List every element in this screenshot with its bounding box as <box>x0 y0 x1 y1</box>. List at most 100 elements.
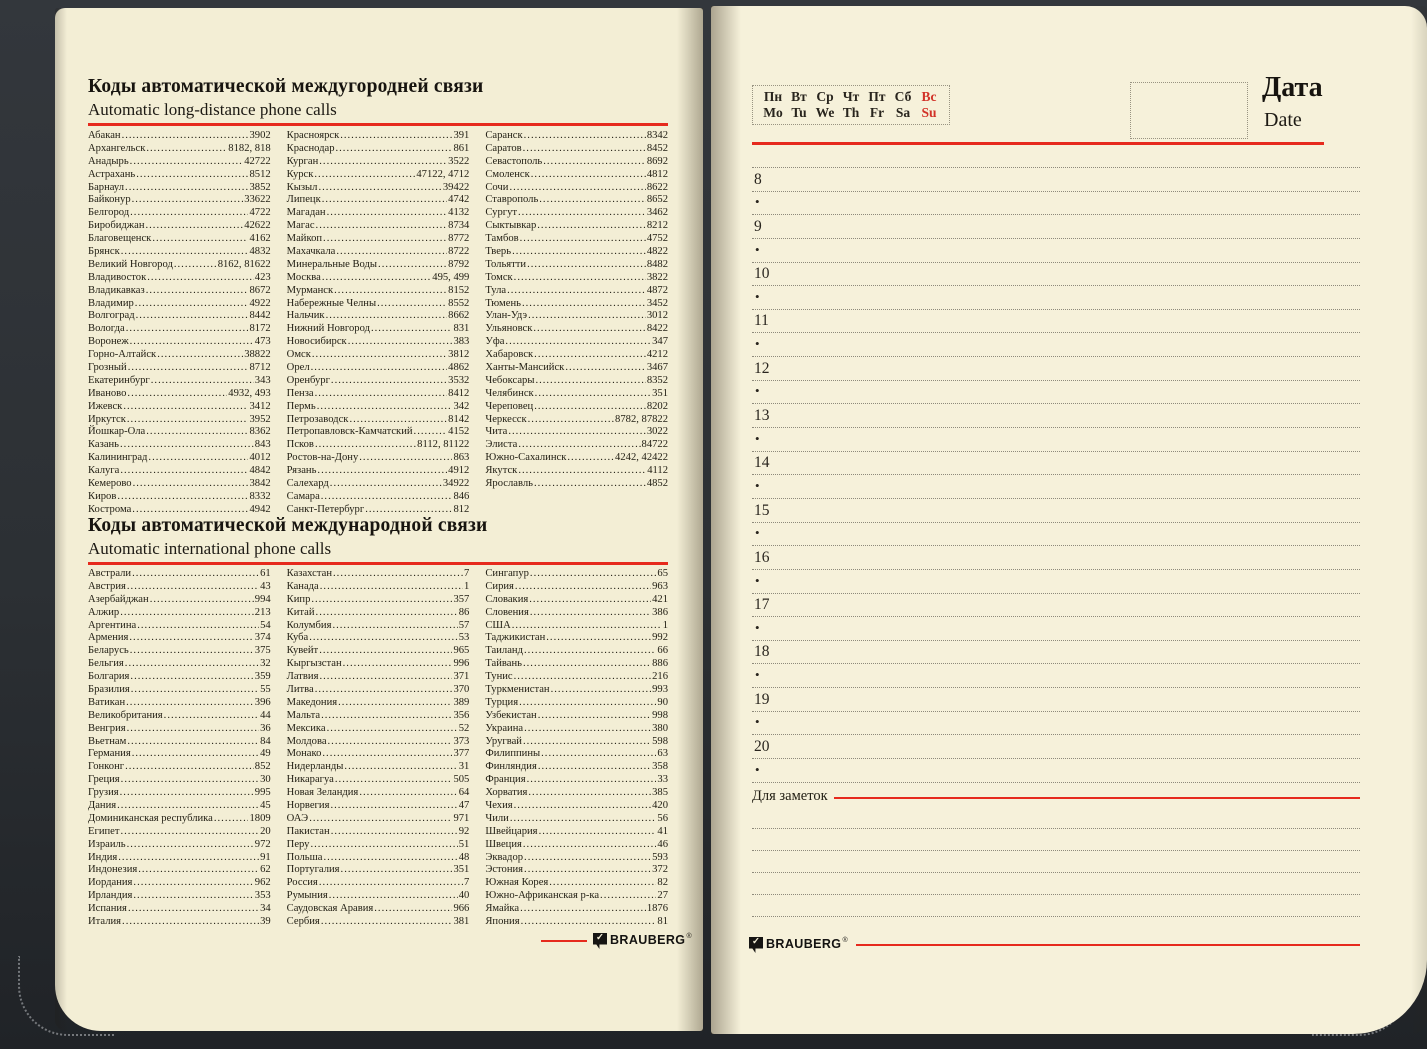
dotted-leader <box>348 336 453 349</box>
dotted-leader <box>319 671 452 684</box>
code-row: Филиппины 63 <box>485 748 668 761</box>
code-value: 994 <box>254 593 271 605</box>
dotted-leader <box>336 143 453 156</box>
code-place-name: Япония <box>485 916 520 928</box>
dotted-leader <box>316 607 458 620</box>
code-value: 4012 <box>249 452 271 464</box>
code-row: Салехард 34922 <box>287 478 470 491</box>
dotted-leader <box>535 375 645 388</box>
code-place-name: Астрахань <box>88 168 136 180</box>
code-row: Сербия 381 <box>287 916 470 929</box>
bullet-row: • <box>752 286 1360 310</box>
code-value: 3012 <box>646 310 669 322</box>
code-row: Горно-Алтайск 38822 <box>88 349 271 362</box>
dotted-leader <box>529 594 651 607</box>
dotted-leader <box>327 207 448 220</box>
code-value: 4852 <box>646 478 669 490</box>
dotted-leader <box>132 568 259 581</box>
code-row: Ростов-на-Дону 863 <box>287 452 470 465</box>
code-place-name: Махачкала <box>286 246 336 258</box>
bullet-marker: • <box>755 619 760 635</box>
dotted-leader <box>524 852 651 865</box>
code-place-name: Ямайка <box>485 903 520 915</box>
code-value: 81 <box>657 916 669 928</box>
code-place-name: Мурманск <box>286 284 334 296</box>
code-row: Екатеринбург 343 <box>88 375 271 388</box>
code-place-name: Сирия <box>485 580 514 592</box>
code-row: Оренбург 3532 <box>287 375 470 388</box>
code-row: Беларусь 375 <box>88 645 271 658</box>
code-place-name: Ижевск <box>88 400 123 412</box>
code-value: 3902 <box>249 130 271 141</box>
dotted-leader <box>523 143 646 156</box>
code-place-name: Омск <box>286 349 311 361</box>
dotted-leader <box>121 826 260 839</box>
dotted-leader <box>128 903 259 916</box>
code-value: 421 <box>652 593 669 605</box>
notes-lines <box>752 807 1360 917</box>
code-row: Южная Корея 82 <box>485 877 668 890</box>
hour-label: 19 <box>754 690 770 708</box>
code-row: Кострома 4942 <box>88 504 271 517</box>
code-place-name: Уругвай <box>485 735 522 747</box>
code-row: Сирия 963 <box>485 581 668 594</box>
code-value: 8362 <box>249 426 271 438</box>
code-row: Турция 90 <box>485 697 668 710</box>
code-value: 8722 <box>448 246 470 258</box>
code-place-name: Белгород <box>88 207 130 219</box>
code-value: 505 <box>453 774 470 786</box>
dotted-leader <box>522 298 646 311</box>
code-row: Ульяновск 8422 <box>485 323 668 336</box>
code-value: 4832 <box>249 246 271 258</box>
code-row: Доминиканская республика 1809 <box>88 813 271 826</box>
dotted-leader <box>515 581 651 594</box>
dotted-leader <box>534 401 646 414</box>
code-row: Кипр 357 <box>287 594 470 607</box>
code-row: Молдова 373 <box>287 736 470 749</box>
code-row: Норвегия 47 <box>287 800 470 813</box>
code-place-name: Оренбург <box>286 374 330 386</box>
dotted-leader <box>338 697 452 710</box>
dotted-leader <box>323 233 447 246</box>
code-value: 389 <box>453 696 470 708</box>
code-row: Гонконг 852 <box>88 761 271 774</box>
code-value: 4872 <box>646 284 669 296</box>
code-place-name: Италия <box>88 916 122 928</box>
dotted-leader <box>378 259 447 272</box>
code-value: 3812 <box>448 349 470 361</box>
code-row: Македония 389 <box>287 697 470 710</box>
code-row: Ирландия 353 <box>88 890 271 903</box>
code-place-name: Москва <box>286 271 321 283</box>
code-value: 962 <box>254 877 271 889</box>
code-row: Китай 86 <box>287 607 470 620</box>
code-value: 353 <box>254 890 271 902</box>
code-value: 64 <box>458 787 470 799</box>
dotted-leader <box>328 736 453 749</box>
code-place-name: Черкесск <box>485 413 527 425</box>
code-place-name: Томск <box>485 271 513 283</box>
note-line <box>752 851 1360 873</box>
day-label: Fr <box>869 105 885 120</box>
date-label-ru: Дата <box>1262 72 1323 103</box>
code-row: Канада 1 <box>287 581 470 594</box>
code-row: Благовещенск 4162 <box>88 233 271 246</box>
code-place-name: Екатеринбург <box>88 374 150 386</box>
code-row: Эквадор 593 <box>485 852 668 865</box>
code-place-name: Биробиджан <box>88 220 145 232</box>
code-row: Воронеж 473 <box>88 336 271 349</box>
longdistance-columns: Абакан 3902 Архангельск 8182, 818 Анадырь 427… <box>88 130 668 517</box>
dotted-leader <box>314 169 415 182</box>
code-place-name: Вьетнам <box>88 735 127 747</box>
dotted-leader <box>518 465 646 478</box>
code-value: 473 <box>254 336 271 348</box>
code-value: 3412 <box>249 400 271 412</box>
code-value: 8662 <box>448 310 470 322</box>
code-value: 8734 <box>448 220 470 232</box>
code-value: 812 <box>453 503 470 515</box>
code-value: 52 <box>458 722 470 734</box>
code-value: 386 <box>652 606 669 618</box>
code-place-name: Хабаровск <box>485 349 534 361</box>
dotted-leader <box>157 349 243 362</box>
weekday-box: Пн Вт Ср Чт Пт Сб Вс Mo Tu We Th Fr Sa Su <box>752 85 950 125</box>
code-row: Израиль 972 <box>88 839 271 852</box>
